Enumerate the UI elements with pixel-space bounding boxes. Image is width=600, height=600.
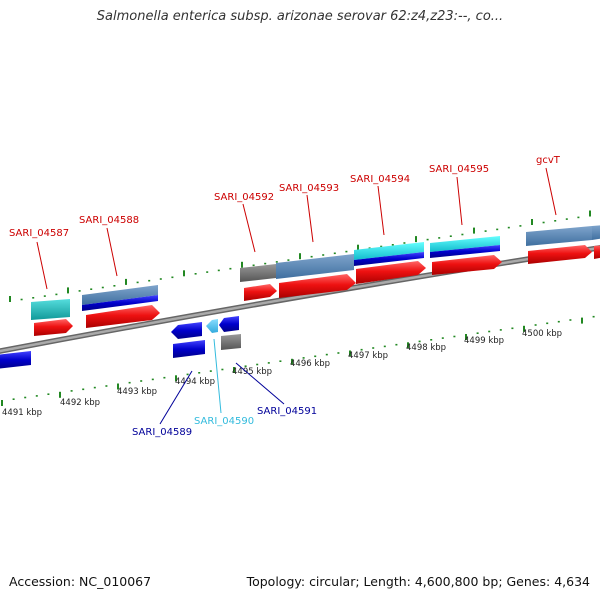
gene-label-sari-04587[interactable]: SARI_04587 — [9, 228, 69, 239]
scale-labels: 4491 kbp 4492 kbp 4493 kbp 4494 kbp 4495… — [2, 329, 562, 418]
accession-label: Accession: — [9, 574, 76, 589]
topology-label: Topology: — [246, 574, 306, 589]
gene-label-gcvt[interactable]: gcvT — [536, 155, 561, 166]
reverse-strand-features — [0, 316, 241, 369]
length-label: Length: — [363, 574, 411, 589]
genome-summary: Topology: circular; Length: 4,600,800 bp… — [246, 574, 590, 589]
scale-label: 4492 kbp — [60, 398, 100, 408]
gene-sari-04591[interactable] — [219, 316, 241, 350]
gene-label-sari-04593[interactable]: SARI_04593 — [279, 183, 339, 194]
topology-value: circular — [309, 574, 356, 589]
gene-label-sari-04590[interactable]: SARI_04590 — [194, 416, 254, 427]
scale-label: 4499 kbp — [464, 336, 504, 346]
scale-label: 4494 kbp — [175, 377, 215, 387]
scale-label: 4491 kbp — [2, 408, 42, 418]
scale-label: 4500 kbp — [522, 329, 562, 339]
genes-value: 4,634 — [554, 574, 590, 589]
gene-sari-04592[interactable] — [240, 264, 277, 301]
gene-label-sari-04589[interactable]: SARI_04589 — [132, 427, 192, 438]
forward-strand-features — [31, 225, 600, 336]
scale-label: 4496 kbp — [290, 359, 330, 369]
gene-sari-04589[interactable] — [171, 322, 205, 358]
scale-label: 4493 kbp — [117, 387, 157, 397]
scale-label: 4497 kbp — [348, 351, 388, 361]
gene-sari-04595[interactable] — [430, 236, 502, 275]
scale-label: 4495 kbp — [232, 367, 272, 377]
gene-sari-04590[interactable] — [206, 319, 218, 333]
gene-sari-04587[interactable] — [31, 299, 73, 336]
chromosome-backbone — [0, 244, 600, 354]
gene-labels: SARI_04587 SARI_04588 SARI_04592 SARI_04… — [9, 155, 561, 438]
gene-sari-04594[interactable] — [354, 242, 426, 284]
gene-label-sari-04588[interactable]: SARI_04588 — [79, 215, 139, 226]
organism-title: Salmonella enterica subsp. arizonae sero… — [96, 9, 504, 24]
genes-label: Genes: — [506, 574, 551, 589]
gene-sari-04588[interactable] — [82, 285, 160, 328]
gene-label-sari-04594[interactable]: SARI_04594 — [350, 174, 410, 185]
gene-label-sari-04592[interactable]: SARI_04592 — [214, 192, 274, 203]
gene-label-sari-04595[interactable]: SARI_04595 — [429, 164, 489, 175]
accession-value: NC_010067 — [79, 574, 152, 589]
label-connectors — [36, 167, 557, 425]
gene-sari-04593[interactable] — [276, 254, 356, 298]
gene-left-edge[interactable] — [0, 351, 31, 369]
gene-label-sari-04591[interactable]: SARI_04591 — [257, 406, 317, 417]
accession-info: Accession: NC_010067 — [9, 574, 151, 589]
scale-label: 4498 kbp — [406, 343, 446, 353]
scale-ticks — [1, 210, 595, 406]
gene-gcvt[interactable] — [526, 225, 600, 264]
length-value: 4,600,800 bp — [414, 574, 499, 589]
